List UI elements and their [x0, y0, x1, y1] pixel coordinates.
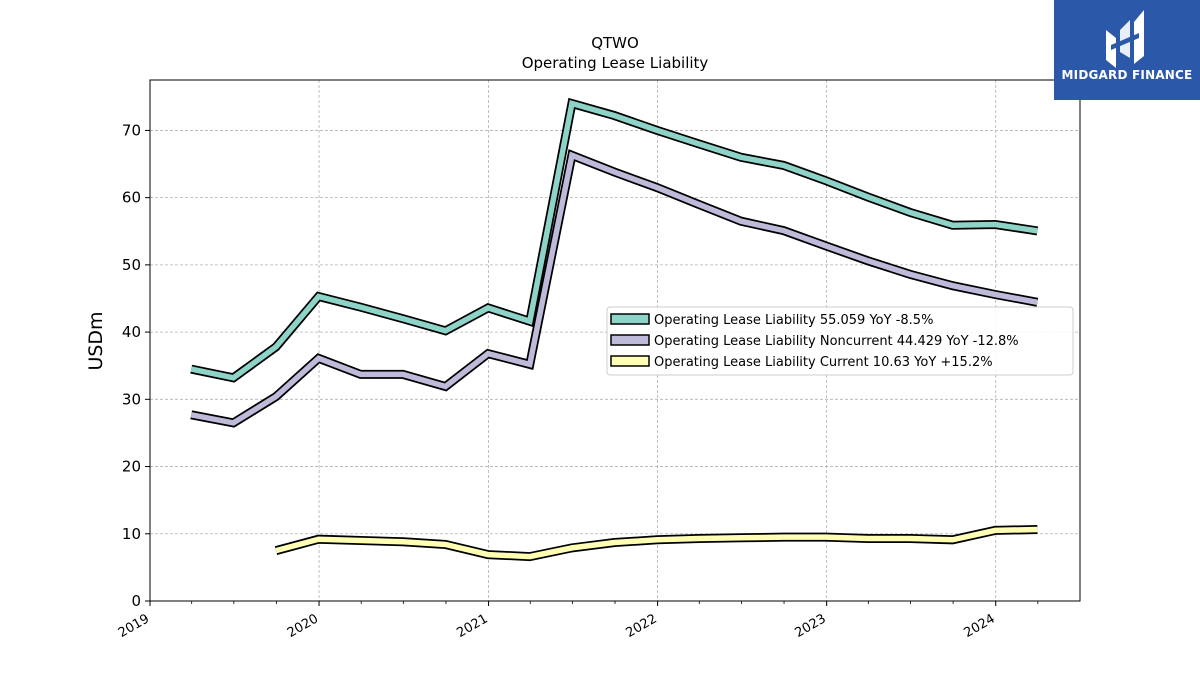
series-lines [190, 97, 1039, 562]
y-tick-label: 70 [122, 121, 141, 139]
chart-subtitle: Operating Lease Liability [522, 54, 709, 72]
y-tick-label: 20 [122, 458, 141, 476]
y-tick-label: 0 [131, 592, 141, 610]
legend-swatch [610, 334, 650, 346]
y-tick-label: 40 [122, 323, 141, 341]
y-tick-label: 10 [122, 525, 141, 543]
legend-swatch [610, 313, 650, 325]
brand-name: MIDGARD FINANCE [1061, 68, 1193, 82]
legend-label: Operating Lease Liability Current 10.63 … [654, 355, 993, 370]
x-tick-label: 2019 [116, 611, 152, 641]
series-outline-1 [190, 149, 1039, 428]
x-tick-label: 2022 [623, 611, 659, 641]
series-line-1 [190, 151, 1038, 426]
chart-title: QTWO [591, 34, 639, 52]
y-tick-label: 30 [122, 390, 141, 408]
y-tick-label: 50 [122, 256, 141, 274]
legend-label: Operating Lease Liability 55.059 YoY -8.… [654, 313, 933, 328]
brand-logo: MIDGARD FINANCE [1054, 0, 1200, 100]
legend-label: Operating Lease Liability Noncurrent 44.… [654, 334, 1019, 349]
legend-swatch [610, 355, 650, 367]
x-tick-label: 2021 [454, 611, 490, 641]
axes: 0 10 20 30 40 50 60 70 2019 2020 2021 2022 2023 2024 [116, 121, 1039, 641]
y-axis-label: USDm [85, 311, 107, 370]
y-tick-label: 60 [122, 189, 141, 207]
x-tick-label: 2023 [792, 611, 828, 641]
brand-mark-icon [1106, 10, 1144, 68]
legend-box [606, 306, 1074, 376]
legend: Operating Lease Liability 55.059 YoY -8.… [606, 306, 1074, 376]
x-tick-label: 2024 [962, 611, 998, 641]
series-line-2 [275, 526, 1038, 560]
series-line-0 [190, 100, 1038, 381]
x-tick-label: 2020 [285, 611, 321, 641]
